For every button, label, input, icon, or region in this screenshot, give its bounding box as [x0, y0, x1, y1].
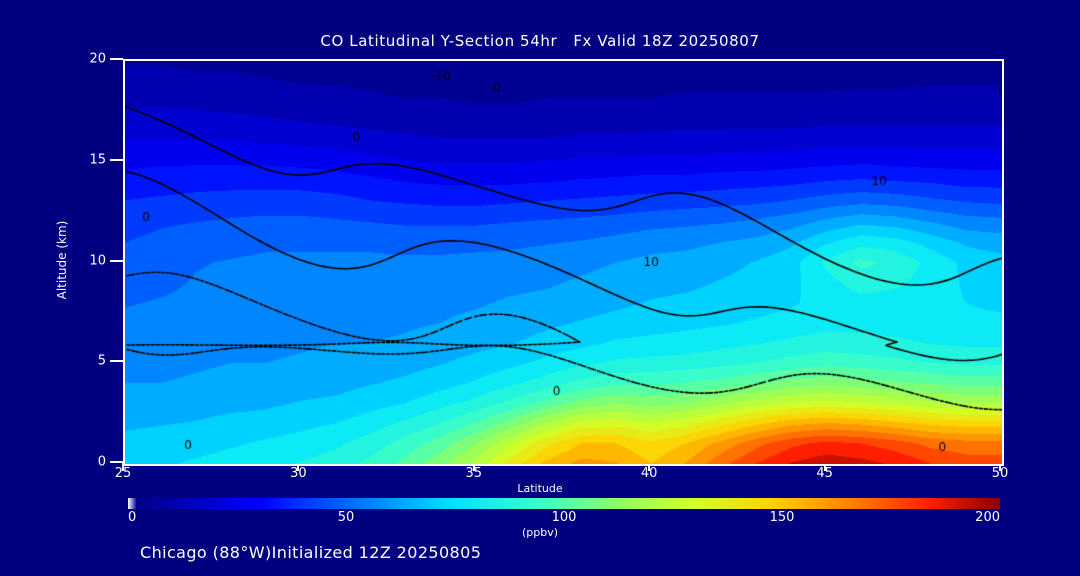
y-tick-label: 5: [97, 353, 106, 369]
colorbar-tick-label: 0: [128, 510, 137, 525]
x-tick-mark: [472, 462, 475, 471]
x-tick-mark: [999, 462, 1001, 471]
plot-inner: [125, 61, 1002, 464]
y-tick-label: 20: [89, 51, 106, 67]
x-tick-label: 35: [465, 466, 483, 481]
colorbar[interactable]: [128, 498, 1000, 509]
plot-area[interactable]: [123, 59, 1004, 466]
y-tick-label: 15: [89, 152, 106, 168]
colorbar-unit-label: (ppbv): [521, 526, 559, 539]
x-tick-mark: [823, 462, 826, 471]
x-axis-title: Latitude: [517, 482, 563, 495]
y-tick-mark: [110, 461, 123, 463]
x-tick-label: 45: [816, 466, 833, 481]
x-tick-mark: [297, 462, 300, 471]
x-tick-label: 25: [114, 466, 132, 481]
colorbar-tick-label: 150: [769, 510, 795, 525]
colorbar-tick-label: 200: [975, 510, 1000, 525]
colorbar-tick-label: 100: [551, 510, 577, 525]
x-tick-mark: [648, 462, 651, 471]
x-tick-label: 50: [991, 466, 1009, 481]
x-tick-label: 30: [290, 466, 307, 481]
x-tick-mark: [122, 462, 124, 471]
y-tick-mark: [110, 360, 123, 363]
colorbar-tick-label: 50: [337, 510, 355, 525]
y-tick-label: 10: [89, 253, 106, 268]
y-tick-mark: [110, 58, 123, 60]
y-tick-mark: [110, 259, 123, 262]
footer-caption: Chicago (88°W)Initialized 12Z 20250805: [140, 543, 482, 562]
y-tick-label: 0: [97, 454, 106, 470]
page-title: CO Latitudinal Y-Section 54hr Fx Valid 1…: [320, 32, 760, 50]
x-tick-label: 40: [640, 466, 658, 481]
contour-overlay: [125, 61, 1002, 464]
y-axis-title: Altitude (km): [55, 220, 69, 300]
colorbar-gradient: [128, 498, 1000, 509]
y-tick-mark: [110, 158, 123, 161]
